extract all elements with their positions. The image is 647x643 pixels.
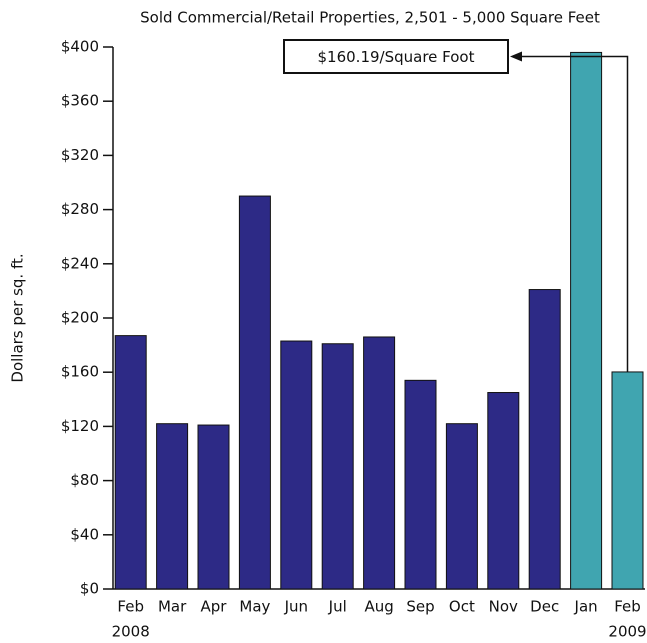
year-label: 2009 [608, 623, 646, 641]
x-tick-label: Feb [117, 598, 144, 616]
x-tick-label: Aug [364, 598, 393, 616]
bar [238, 195, 271, 590]
bar [363, 336, 396, 590]
x-tick-label: Sep [406, 598, 434, 616]
bar [280, 340, 313, 590]
bar [445, 423, 478, 590]
annotation-text: $160.19/Square Foot [318, 48, 475, 66]
y-tick-label: $80 [70, 471, 99, 489]
bar [404, 379, 437, 590]
bar [487, 392, 520, 590]
y-tick-label: $320 [61, 146, 99, 164]
x-tick-label: Apr [201, 598, 228, 616]
y-tick-label: $280 [61, 200, 99, 218]
bar [156, 423, 189, 590]
x-tick-label: Mar [158, 598, 187, 616]
x-tick-label: Jun [284, 598, 308, 616]
y-tick-label: $40 [70, 525, 99, 543]
bar [197, 424, 230, 590]
y-tick-label: $240 [61, 254, 99, 272]
y-tick-label: $160 [61, 363, 99, 381]
x-tick-label: Feb [614, 598, 641, 616]
y-tick-label: $0 [80, 580, 99, 598]
x-tick-label: Nov [489, 598, 518, 616]
x-tick-label: May [239, 598, 270, 616]
x-tick-label: Jan [574, 598, 598, 616]
annotation-line [520, 55, 629, 372]
y-axis-label: Dollars per sq. ft. [9, 253, 27, 382]
y-tick-label: $120 [61, 417, 99, 435]
x-tick-label: Jul [328, 598, 347, 616]
x-tick-label: Oct [449, 598, 475, 616]
bar [611, 371, 644, 590]
bar [528, 289, 561, 590]
chart-title: Sold Commercial/Retail Properties, 2,501… [140, 9, 600, 27]
y-tick-label: $400 [61, 38, 99, 56]
bar [114, 335, 147, 590]
bar [321, 343, 354, 590]
annotation-box [283, 39, 509, 74]
year-label: 2008 [112, 623, 150, 641]
annotation-arrowhead [510, 51, 522, 62]
bar [570, 51, 603, 590]
y-tick-label: $360 [61, 92, 99, 110]
x-tick-label: Dec [530, 598, 559, 616]
y-tick-label: $200 [61, 309, 99, 327]
